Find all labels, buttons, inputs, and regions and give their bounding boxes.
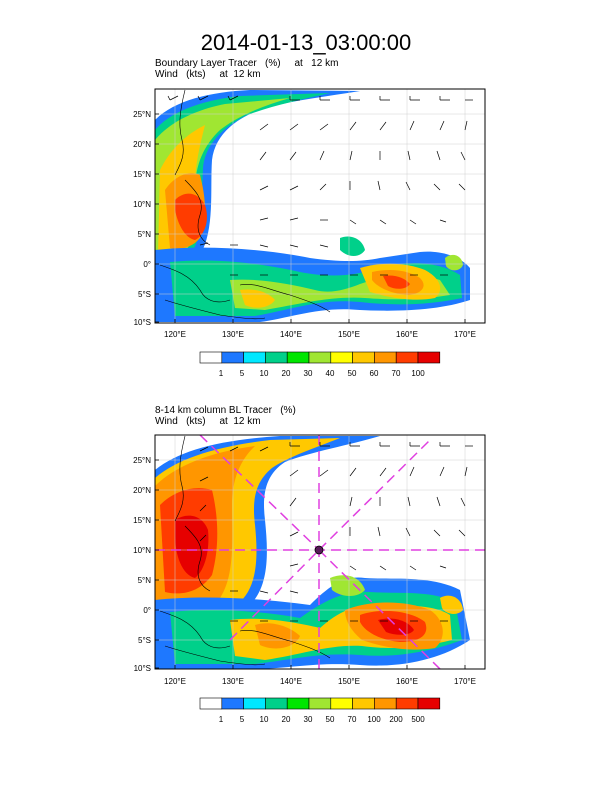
panel1-title-line2: Wind (kts) at 12 km xyxy=(155,69,261,80)
panel1-lat-tick: 20°N xyxy=(133,140,151,149)
panel1-lat-tick: 0° xyxy=(143,260,151,269)
panel2-colorbar-label: 50 xyxy=(326,715,335,724)
panel1-colorbar-label: 1 xyxy=(219,369,224,378)
panel2-title-line1: 8-14 km column BL Tracer (%) xyxy=(155,405,296,416)
panel2-lat-tick: 15°N xyxy=(133,516,151,525)
panel2-colorbar-label: 500 xyxy=(411,715,425,724)
panel2-lon-tick: 170°E xyxy=(454,677,476,686)
panel1-lon-tick: 130°E xyxy=(222,330,244,339)
panel2-lat-tick: 5°N xyxy=(138,576,152,585)
colorbar-swatch xyxy=(221,697,244,710)
panel2-lat-tick: 20°N xyxy=(133,486,151,495)
colorbar-swatch xyxy=(265,351,288,364)
panel2-colorbar-label: 30 xyxy=(304,715,313,724)
colorbar-swatch xyxy=(308,697,332,710)
panel1-lat-tick: 10°S xyxy=(134,318,151,327)
panel1-frame xyxy=(154,88,486,324)
panel2-colorbar-label: 70 xyxy=(348,715,357,724)
panel2-lon-tick: 140°E xyxy=(280,677,302,686)
panel2-lat-tick: 10°S xyxy=(134,664,151,673)
panel1-lat-tick: 15°N xyxy=(133,170,151,179)
panel1-colorbar-label: 50 xyxy=(348,369,357,378)
panel1-lat-tick: 25°N xyxy=(133,110,151,119)
colorbar-swatch xyxy=(243,697,266,710)
main-title: 2014-01-13_03:00:00 xyxy=(200,30,412,55)
panel2-lat-tick: 25°N xyxy=(133,456,151,465)
panel1-lat-tick: 5°S xyxy=(138,290,151,299)
panel2-title-line2: Wind (kts) at 12 km xyxy=(155,416,261,427)
panel2-frame xyxy=(154,434,486,670)
panel2-lon-tick: 150°E xyxy=(338,677,360,686)
colorbar-swatch xyxy=(352,351,375,364)
panel2-colorbar-label: 10 xyxy=(260,715,269,724)
panel2-map xyxy=(155,435,485,669)
panel1-colorbar-label: 60 xyxy=(370,369,379,378)
panel1-colorbar-label: 40 xyxy=(326,369,335,378)
panel1-colorbar-label: 100 xyxy=(411,369,425,378)
panel1-lon-tick: 170°E xyxy=(454,330,476,339)
colorbar-swatch xyxy=(286,351,310,364)
colorbar-swatch xyxy=(265,697,288,710)
panel2-colorbar-label: 200 xyxy=(389,715,403,724)
colorbar-swatch xyxy=(243,351,266,364)
panel2-colorbar-label: 1 xyxy=(219,715,224,724)
center-marker xyxy=(314,545,324,555)
panel1-lat-tick: 10°N xyxy=(133,200,151,209)
panel1-map xyxy=(155,89,485,323)
colorbar-swatch xyxy=(374,351,397,364)
colorbar-swatch xyxy=(330,697,353,710)
panel1-lon-tick: 160°E xyxy=(396,330,418,339)
panel1-colorbar-label: 30 xyxy=(304,369,313,378)
panel2-lon-tick: 120°E xyxy=(164,677,186,686)
panel1-colorbar-label: 20 xyxy=(282,369,291,378)
panel2-colorbar-label: 5 xyxy=(240,715,245,724)
panel2-colorbar xyxy=(199,697,441,710)
colorbar-swatch xyxy=(221,351,244,364)
colorbar-swatch xyxy=(395,697,419,710)
panel2-lon-tick: 130°E xyxy=(222,677,244,686)
panel1-colorbar xyxy=(199,351,441,364)
panel1-lat-tick: 5°N xyxy=(138,230,152,239)
colorbar-swatch xyxy=(352,697,375,710)
panel1-colorbar-label: 10 xyxy=(260,369,269,378)
colorbar-swatch xyxy=(374,697,397,710)
panel2-colorbar-label: 20 xyxy=(282,715,291,724)
colorbar-swatch xyxy=(199,351,223,364)
panel1-lon-tick: 120°E xyxy=(164,330,186,339)
panel1-lon-tick: 150°E xyxy=(338,330,360,339)
colorbar-swatch xyxy=(417,697,441,710)
panel1-colorbar-label: 70 xyxy=(392,369,401,378)
colorbar-swatch xyxy=(395,351,419,364)
panel2-lon-tick: 160°E xyxy=(396,677,418,686)
panel2-lat-tick: 10°N xyxy=(133,546,151,555)
panel2-lat-tick: 5°S xyxy=(138,636,151,645)
panel2-lat-tick: 0° xyxy=(143,606,151,615)
panel1-lon-tick: 140°E xyxy=(280,330,302,339)
colorbar-swatch xyxy=(199,697,223,710)
panel1-title-line1: Boundary Layer Tracer (%) at 12 km xyxy=(155,58,339,69)
colorbar-swatch xyxy=(330,351,353,364)
colorbar-swatch xyxy=(417,351,441,364)
panel1-colorbar-label: 5 xyxy=(240,369,245,378)
colorbar-swatch xyxy=(286,697,310,710)
panel2-colorbar-label: 100 xyxy=(367,715,381,724)
colorbar-swatch xyxy=(308,351,332,364)
